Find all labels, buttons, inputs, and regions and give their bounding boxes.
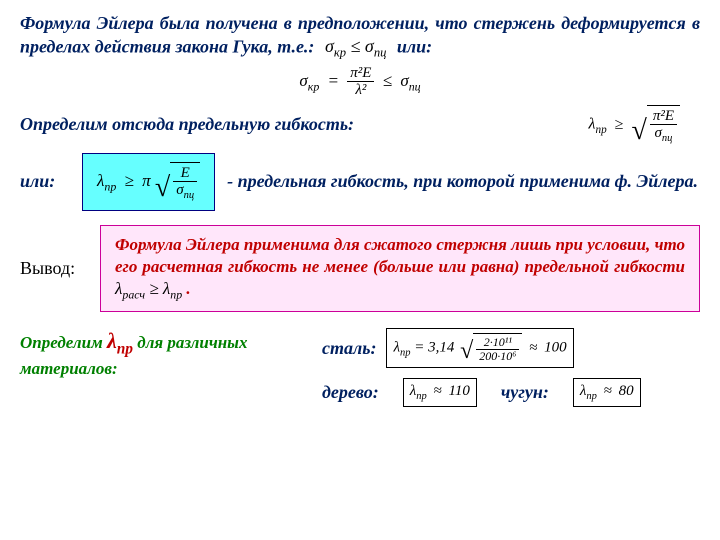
conclusion-label: Вывод: — [20, 258, 88, 279]
materials-row: Определим λпр для различных материалов: … — [20, 328, 700, 407]
ili-label: или: — [20, 171, 70, 192]
main-formula-row: σкр = π²E λ² ≤ σпц — [20, 65, 700, 99]
define-flex-row: Определим отсюда предельную гибкость: λп… — [20, 105, 700, 145]
cyan-formula-row: или: λпр ≥ π √ E σпц - предельная гибкос… — [20, 153, 700, 211]
steel-formula: λпр = 3,14 √ 2·10¹¹ 200·10⁶ ≈ 100 — [386, 328, 573, 368]
conclusion-text: Формула Эйлера применима для сжатого сте… — [115, 234, 685, 303]
conclusion-row: Вывод: Формула Эйлера применима для сжат… — [20, 225, 700, 312]
flex-note: - предельная гибкость, при которой приме… — [227, 171, 700, 193]
intro-paragraph: Формула Эйлера была получена в предполож… — [20, 12, 700, 61]
main-formula: σкр = π²E λ² ≤ σпц — [299, 71, 420, 90]
steel-label: сталь: — [322, 338, 376, 359]
lambda-pr-sqrt-formula: λпр ≥ √ π²E σпц — [589, 105, 680, 145]
formula-sigma-ineq: σкр ≤ σпц — [325, 36, 391, 56]
wood-label: дерево: — [322, 382, 379, 403]
pink-conclusion-box: Формула Эйлера применима для сжатого сте… — [100, 225, 700, 312]
steel-row: сталь: λпр = 3,14 √ 2·10¹¹ 200·10⁶ ≈ 100 — [322, 328, 700, 368]
cast-iron-formula: λпр ≈ 80 — [573, 378, 641, 407]
wood-cast-row: дерево: λпр ≈ 110 чугун: λпр ≈ 80 — [322, 378, 700, 407]
define-flex-text: Определим отсюда предельную гибкость: — [20, 114, 354, 135]
wood-formula: λпр ≈ 110 — [403, 378, 477, 407]
intro-ili: или: — [397, 36, 432, 56]
cast-iron-label: чугун: — [501, 382, 549, 403]
cyan-highlight-box: λпр ≥ π √ E σпц — [82, 153, 215, 211]
conclusion-formula: λрасч ≥ λпр — [115, 279, 186, 298]
cyan-formula: λпр ≥ π √ E σпц — [97, 171, 200, 190]
materials-values: сталь: λпр = 3,14 √ 2·10¹¹ 200·10⁶ ≈ 100 — [322, 328, 700, 407]
materials-label: Определим λпр для различных материалов: — [20, 328, 310, 379]
